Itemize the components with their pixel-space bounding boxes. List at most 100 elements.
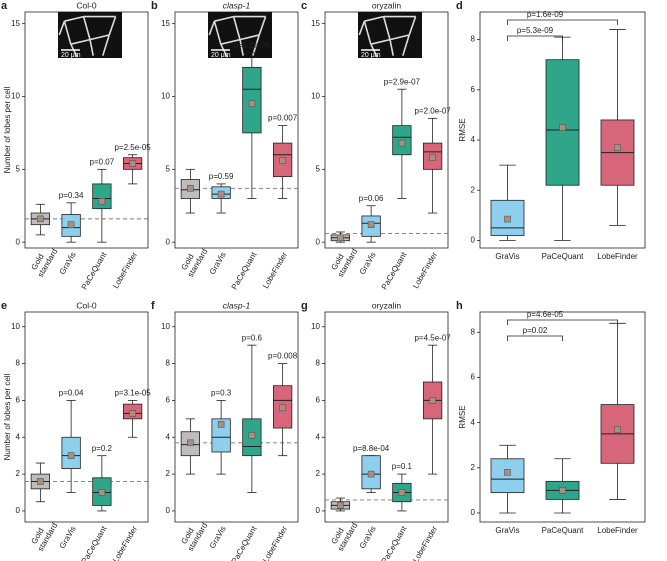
cell-wall — [363, 20, 372, 45]
x-tick-label: GraVis — [358, 525, 378, 551]
cell-wall — [358, 20, 366, 36]
cell-wall — [89, 39, 94, 56]
mean-marker — [367, 221, 375, 228]
y-tick-label: 8 — [316, 359, 321, 368]
mean-marker — [398, 489, 406, 496]
y-tick-label: 10 — [311, 322, 320, 331]
plot-frame — [479, 311, 646, 523]
panel-letter: b — [151, 0, 158, 12]
y-tick-label: 0 — [316, 237, 321, 246]
cell-wall — [64, 15, 84, 22]
y-axis-label: Number of lobes per cell — [3, 86, 12, 173]
y-tick-label: 2 — [471, 463, 476, 472]
p-value: p=2.5e-05 — [114, 143, 151, 152]
mean-marker — [279, 404, 286, 412]
y-tick-label: 0 — [16, 506, 21, 515]
panel-letter: a — [1, 0, 8, 12]
p-value: p=0.007 — [268, 114, 298, 123]
p-value: p=0.59 — [209, 172, 234, 181]
y-tick-label: 0 — [316, 506, 321, 515]
y-tick-label: 8 — [471, 35, 476, 44]
p-value: p=2.9e-07 — [384, 77, 421, 86]
y-tick-label: 4 — [166, 432, 171, 441]
box — [211, 418, 231, 453]
mean-marker — [248, 432, 256, 439]
y-tick-label: 6 — [471, 85, 476, 94]
x-tick-label: GraVis — [495, 252, 519, 261]
x-tick-label: PaCeQuant — [230, 524, 259, 561]
p-value: p=0.1 — [392, 462, 413, 471]
panel-title: Col-0 — [76, 300, 97, 310]
panel-title: clasp-1 — [223, 300, 251, 310]
inset-image: 20 μm — [58, 12, 122, 59]
cell-wall — [239, 34, 260, 41]
cell-wall — [232, 16, 241, 40]
mean-marker — [429, 397, 436, 404]
p-value: p=0.06 — [359, 194, 384, 203]
x-tick-label: PaCeQuant — [230, 250, 259, 291]
inset-image: 20 μm — [208, 12, 272, 59]
p-value: p=0.04 — [59, 389, 84, 398]
box — [92, 183, 112, 210]
mean-marker — [429, 154, 436, 161]
comparison-bracket — [507, 19, 618, 25]
y-tick-label: 6 — [471, 373, 476, 382]
mean-marker — [98, 198, 106, 205]
y-tick-label: 2 — [166, 469, 171, 478]
y-tick-label: 6 — [316, 396, 321, 405]
x-tick-label: PaCeQuant — [542, 252, 585, 261]
scale-label: 20 μm — [361, 52, 381, 59]
y-tick-label: 0 — [471, 508, 476, 517]
p-value: p=1.6e-09 — [527, 10, 564, 19]
y-tick-label: 8 — [166, 359, 171, 368]
mean-marker — [614, 144, 621, 151]
cell-wall — [408, 16, 417, 36]
y-tick-label: 6 — [166, 396, 171, 405]
y-tick-label: 8 — [471, 327, 476, 336]
p-value: p=4.5e-07 — [414, 333, 451, 342]
p-value: p=5.2e-05 — [234, 41, 271, 50]
y-tick-label: 15 — [161, 19, 170, 28]
mean-marker — [129, 160, 136, 167]
mean-marker — [337, 502, 344, 509]
panel-title: clasp-1 — [223, 0, 251, 10]
panel-letter: f — [151, 300, 155, 312]
panel-title: oryzalin — [372, 0, 402, 10]
mean-marker — [248, 100, 256, 108]
plot-frame — [24, 311, 149, 523]
x-tick-label: GraVis — [58, 525, 78, 551]
x-tick-label: LobeFinder — [261, 250, 289, 290]
cell-wall — [370, 38, 391, 45]
mean-marker — [398, 139, 406, 147]
y-tick-label: 5 — [166, 164, 171, 173]
panel-title: oryzalin — [372, 300, 402, 310]
x-tick-label: LobeFinder — [411, 250, 439, 290]
mean-marker — [98, 489, 106, 496]
y-tick-label: 0 — [166, 237, 171, 246]
cell-wall — [239, 39, 244, 56]
p-value: p=0.008 — [268, 352, 298, 361]
p-value: p=0.07 — [90, 157, 115, 166]
x-tick-label: GraVis — [208, 525, 228, 551]
mean-marker — [187, 184, 194, 192]
cell-wall — [220, 38, 241, 45]
mean-marker — [217, 190, 225, 198]
y-tick-label: 5 — [16, 164, 21, 173]
y-tick-label: 2 — [471, 185, 476, 194]
mean-marker — [504, 215, 511, 223]
cell-wall — [364, 15, 384, 22]
mean-marker — [614, 426, 621, 433]
y-tick-label: 4 — [471, 418, 476, 427]
y-tick-label: 4 — [16, 432, 21, 441]
y-tick-label: 5 — [316, 164, 321, 173]
scale-label: 20 μm — [61, 52, 81, 59]
y-tick-label: 10 — [311, 92, 320, 101]
mean-marker — [67, 452, 75, 459]
p-value: p=0.3 — [211, 389, 232, 398]
plot-frame — [174, 311, 299, 523]
plot-frame — [324, 311, 449, 523]
cell-wall — [213, 20, 222, 45]
scale-label: 20 μm — [211, 52, 231, 59]
mean-marker — [504, 469, 511, 476]
